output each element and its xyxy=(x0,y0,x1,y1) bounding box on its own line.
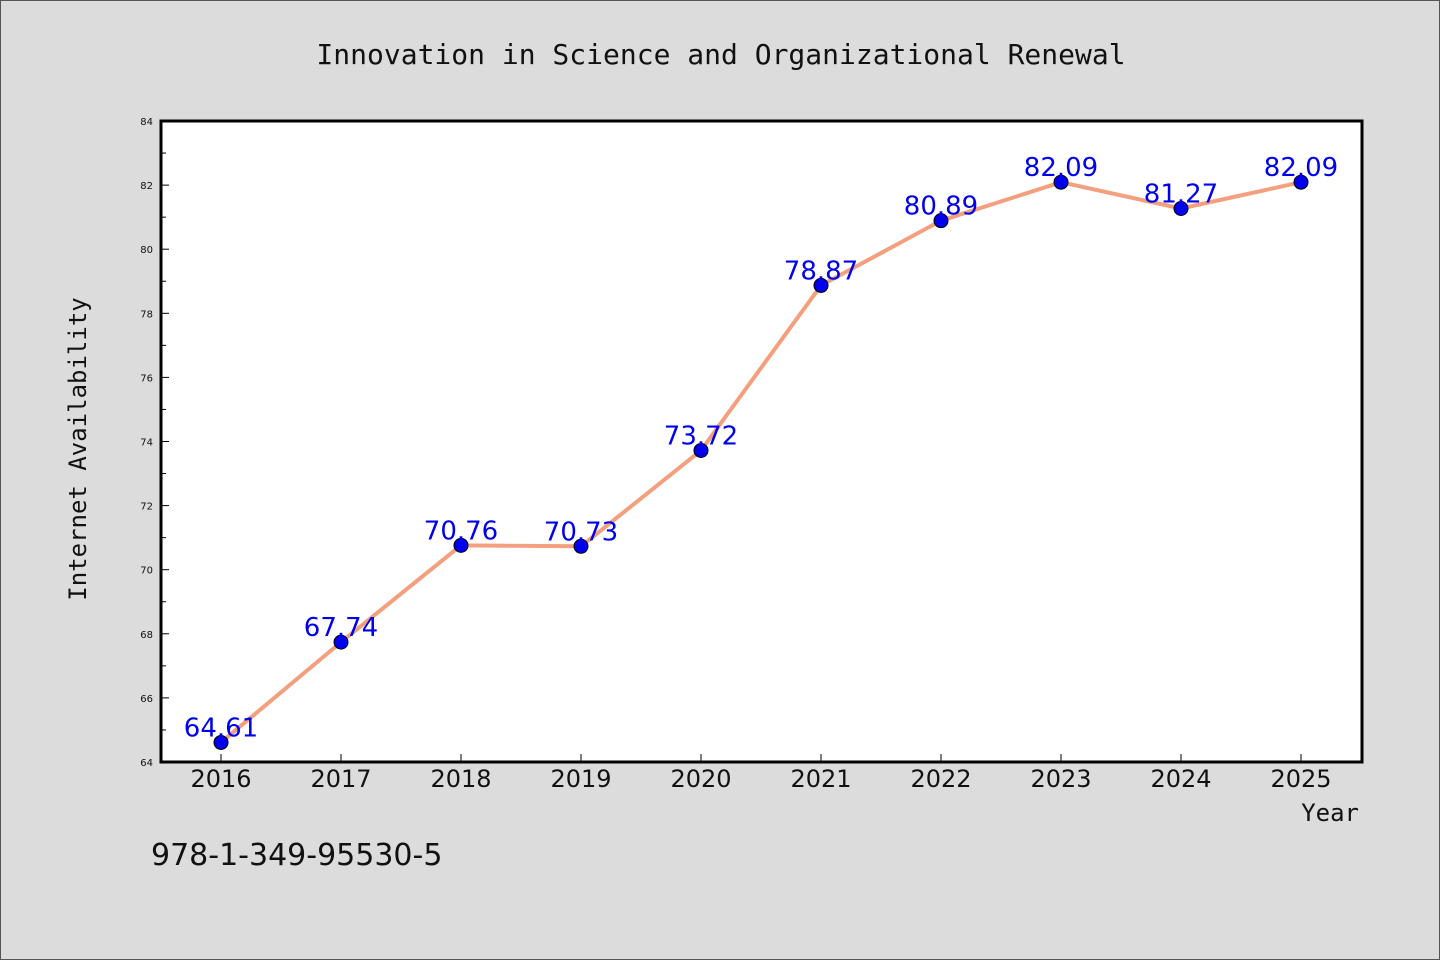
data-label: 81.27 xyxy=(1144,179,1218,209)
data-label: 67.74 xyxy=(304,613,378,643)
data-label: 80.89 xyxy=(904,192,978,222)
y-tick-label: 70 xyxy=(140,566,153,577)
y-tick-label: 78 xyxy=(140,309,153,320)
x-tick-label: 2019 xyxy=(550,765,611,793)
isbn-footer: 978-1-349-95530-5 xyxy=(151,838,442,873)
data-point xyxy=(1173,200,1189,216)
data-label: 82.09 xyxy=(1024,153,1098,183)
y-tick-label: 76 xyxy=(140,373,153,384)
y-axis-label: Internet Availability xyxy=(64,297,92,600)
data-point xyxy=(1053,174,1069,190)
data-point xyxy=(693,442,709,458)
x-axis-label: Year xyxy=(1301,799,1359,827)
chart-title: Innovation in Science and Organizational… xyxy=(316,38,1125,71)
x-tick-label: 2016 xyxy=(190,765,251,793)
data-point xyxy=(813,277,829,293)
x-tick-label: 2021 xyxy=(790,765,851,793)
y-tick-label: 72 xyxy=(140,502,153,513)
x-tick-label: 2022 xyxy=(910,765,971,793)
plot-area xyxy=(159,119,1364,764)
y-tick-label: 64 xyxy=(140,758,153,769)
data-label: 70.73 xyxy=(544,517,618,547)
y-tick-label: 68 xyxy=(140,630,153,641)
x-tick-label: 2024 xyxy=(1150,765,1211,793)
data-point xyxy=(453,537,469,553)
x-tick-label: 2018 xyxy=(430,765,491,793)
series-line xyxy=(219,180,1302,744)
x-tick-label: 2023 xyxy=(1030,765,1091,793)
data-point xyxy=(1293,174,1309,190)
x-axis-ticks: 2016 2017 2018 2019 2020 2021 2022 2023 2024 2025 xyxy=(190,754,1332,793)
y-tick-label: 74 xyxy=(140,438,153,449)
x-tick-label: 2025 xyxy=(1270,765,1331,793)
y-axis-ticks: 64 66 68 70 72 74 76 78 80 82 84 xyxy=(140,117,169,769)
data-point xyxy=(573,538,589,554)
y-tick-label: 84 xyxy=(140,117,153,128)
data-point xyxy=(213,734,229,750)
x-tick-label: 2020 xyxy=(670,765,731,793)
y-tick-label: 80 xyxy=(140,245,153,256)
y-tick-label: 82 xyxy=(140,181,153,192)
data-label: 82.09 xyxy=(1264,153,1338,183)
data-label: 70.76 xyxy=(424,516,498,546)
data-label: 78.87 xyxy=(784,256,858,286)
data-point xyxy=(933,213,949,229)
data-label: 73.72 xyxy=(664,421,738,451)
data-point xyxy=(333,634,349,650)
x-tick-label: 2017 xyxy=(310,765,371,793)
y-tick-label: 66 xyxy=(140,694,153,705)
series-group: 64.61 67.74 70.76 70.73 73.72 78.87 80.89 82.09… xyxy=(184,153,1338,750)
data-label: 64.61 xyxy=(184,713,258,743)
